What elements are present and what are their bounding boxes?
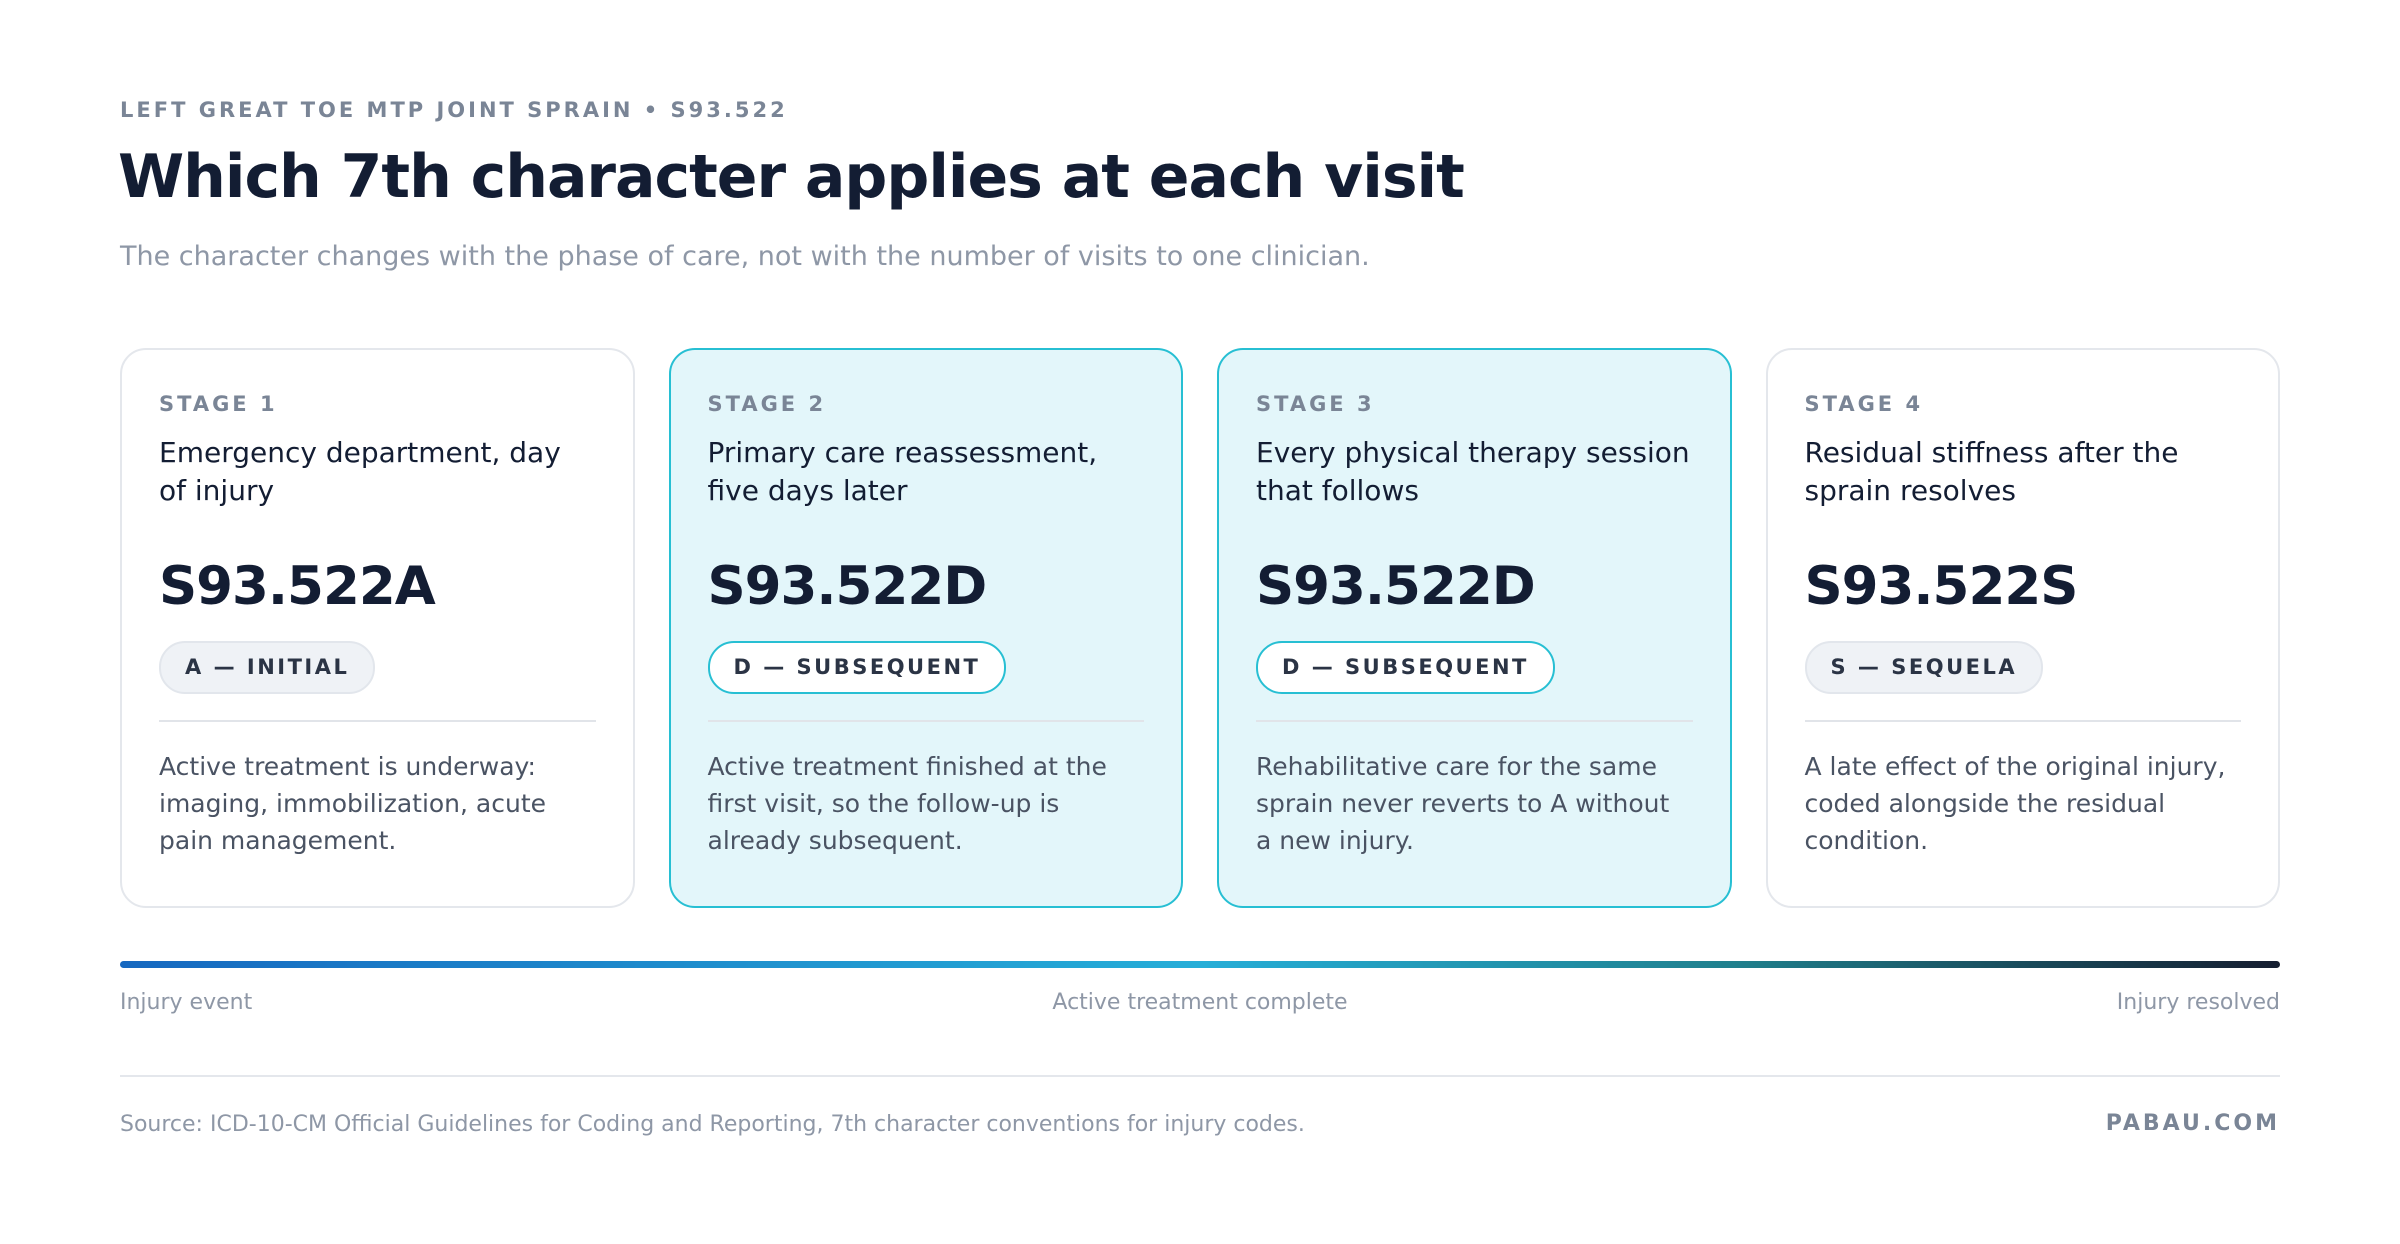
stage-card: STAGE 1 Emergency department, day of inju…: [120, 348, 635, 908]
stage-label: STAGE 3: [1256, 392, 1375, 416]
card-heading: Emergency department, day of injury: [159, 436, 561, 507]
pill: A — INITIAL: [159, 641, 376, 694]
card-row: STAGE 1 Emergency department, day of inju…: [120, 348, 2280, 908]
description: Active treatment finished at the first v…: [707, 752, 1107, 855]
description: A late effect of the original injury, co…: [1804, 752, 2226, 855]
card-heading: Every physical therapy session that foll…: [1256, 436, 1690, 507]
divider: [1256, 720, 1693, 722]
pill: S — SEQUELA: [1804, 641, 2044, 694]
card-heading: Primary care reassessment, five days lat…: [707, 436, 1098, 507]
description: Active treatment is underway: imaging, i…: [159, 752, 547, 855]
pill-wrap: D — SUBSEQUENT: [707, 617, 1145, 694]
stage-card: STAGE 3 Every physical therapy session th…: [1217, 348, 1732, 908]
timeline-label: Active treatment complete: [1052, 990, 1348, 1015]
stage-label: STAGE 4: [1804, 392, 1924, 416]
stage-label: STAGE 2: [707, 392, 827, 416]
timeline-bar: [120, 961, 2280, 968]
description: Rehabilitative care for the same sprain …: [1256, 752, 1670, 855]
code: S93.522D: [1256, 556, 1536, 617]
brand: PABAU.COM: [2105, 1111, 2280, 1136]
code: S93.522A: [159, 556, 436, 617]
source: Source: ICD-10-CM Official Guidelines fo…: [120, 1112, 1305, 1137]
pill-wrap: D — SUBSEQUENT: [1256, 617, 1693, 694]
card-heading: Residual stiffness after the sprain reso…: [1804, 436, 2179, 507]
code: S93.522D: [707, 556, 988, 617]
eyebrow: LEFT GREAT TOE MTP JOINT SPRAIN • S93.52…: [120, 98, 788, 122]
code: S93.522S: [1804, 556, 2079, 617]
pill: D — SUBSEQUENT: [1256, 641, 1555, 694]
timeline-label: Injury event: [120, 990, 253, 1015]
divider: [1804, 720, 2241, 722]
pill: D — SUBSEQUENT: [707, 641, 1007, 694]
stage-card: STAGE 2 Primary care reassessment, five d…: [668, 348, 1183, 908]
pill-wrap: A — INITIAL: [159, 617, 596, 694]
divider: [159, 720, 596, 722]
timeline-label: Injury resolved: [2116, 990, 2280, 1015]
subtitle: The character changes with the phase of …: [120, 241, 1370, 272]
separator: [120, 1075, 2280, 1077]
divider: [707, 720, 1144, 722]
title: Which 7th character applies at each visi…: [118, 142, 1465, 212]
stage-card: STAGE 4 Residual stiffness after the spra…: [1765, 348, 2280, 908]
pill-wrap: S — SEQUELA: [1804, 617, 2242, 694]
stage-label: STAGE 1: [159, 392, 278, 416]
